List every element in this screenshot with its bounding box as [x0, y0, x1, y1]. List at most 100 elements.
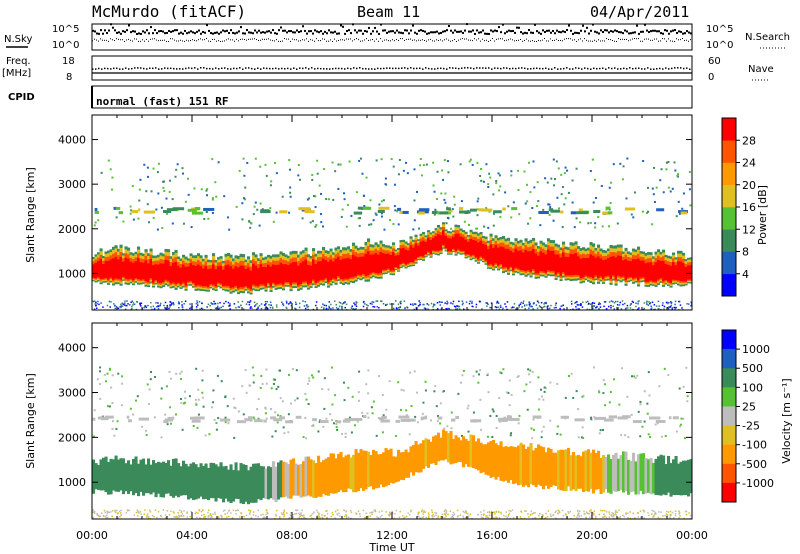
- power-band-mark: [114, 256, 118, 279]
- scatter-mark: [641, 425, 644, 428]
- power-band-mark: [599, 258, 603, 277]
- nsky-mark: [374, 26, 376, 29]
- power-band-mark: [149, 258, 153, 279]
- clutter-mark: [555, 510, 557, 512]
- nsearch-mark: [390, 40, 391, 42]
- clutter-mark: [290, 516, 292, 519]
- scatter-mark: [215, 421, 218, 424]
- clutter-mark: [442, 516, 444, 518]
- clutter-mark: [276, 509, 278, 512]
- freq-mark: [638, 67, 640, 69]
- nsearch-mark: [270, 39, 271, 41]
- streak-mark: [576, 211, 589, 215]
- scatter-mark: [153, 416, 156, 419]
- clutter-mark: [173, 512, 175, 514]
- clutter-mark: [298, 302, 301, 305]
- clutter-mark: [263, 516, 265, 518]
- clutter-mark: [477, 513, 479, 516]
- scatter-mark: [651, 223, 654, 226]
- scatter-mark: [96, 378, 99, 381]
- velocity-band-mark: [607, 454, 611, 493]
- freq-mark: [290, 68, 292, 70]
- nsky-mark: [136, 32, 138, 35]
- y-tick-label: 3000: [58, 387, 86, 400]
- clutter-mark: [325, 510, 327, 512]
- clutter-mark: [555, 302, 557, 305]
- power-band-mark: [537, 255, 541, 274]
- freq-mark: [662, 68, 664, 70]
- velocity-band-mark: [232, 470, 236, 502]
- scatter-mark: [211, 406, 214, 409]
- clutter-mark: [432, 306, 434, 308]
- streak-mark: [511, 207, 518, 211]
- nsky-mark: [544, 30, 546, 33]
- power-band-mark: [257, 268, 261, 287]
- nsky-mark: [582, 24, 584, 27]
- clutter-mark: [369, 515, 372, 517]
- clutter-mark: [520, 301, 522, 304]
- clutter-mark: [181, 515, 183, 518]
- scatter-mark: [233, 406, 236, 409]
- velocity-band-mark: [659, 454, 663, 496]
- clutter-mark: [495, 516, 497, 518]
- freq-mark: [419, 67, 421, 70]
- scatter-mark: [202, 405, 205, 408]
- scatter-mark: [169, 179, 172, 182]
- nsky-mark: [242, 32, 244, 35]
- scatter-mark: [131, 185, 134, 188]
- nsky-mark: [216, 31, 218, 34]
- scatter-mark: [436, 420, 439, 423]
- nsearch-mark: [404, 39, 405, 41]
- scatter-mark: [627, 436, 630, 439]
- clutter-mark: [249, 307, 252, 309]
- streak-mark: [380, 419, 390, 423]
- nsearch-mark: [234, 40, 235, 42]
- nsearch-mark: [254, 38, 255, 40]
- velocity-band-mark: [387, 449, 391, 486]
- clutter-mark: [298, 517, 300, 519]
- clutter-mark: [201, 509, 204, 512]
- clutter-mark: [373, 509, 375, 512]
- scatter-mark: [288, 211, 291, 214]
- power-band-mark: [277, 264, 281, 284]
- clutter-mark: [488, 511, 491, 513]
- x-tick-label: 04:00: [176, 529, 208, 542]
- scatter-mark: [544, 387, 547, 390]
- scatter-mark: [476, 161, 479, 164]
- scatter-mark: [440, 192, 443, 195]
- freq-mark: [581, 68, 583, 70]
- scatter-mark: [375, 159, 378, 162]
- scatter-mark: [121, 375, 124, 378]
- scatter-mark: [357, 399, 360, 402]
- clutter-mark: [629, 307, 632, 309]
- streak-mark: [398, 415, 410, 419]
- clutter-mark: [651, 301, 654, 304]
- power-band-mark: [237, 267, 241, 289]
- clutter-mark: [352, 308, 355, 310]
- clutter-mark: [387, 514, 390, 516]
- clutter-mark: [210, 302, 212, 304]
- clutter-mark: [534, 511, 536, 514]
- nsearch-mark: [598, 39, 599, 41]
- colorbar-swatch: [722, 140, 736, 163]
- scatter-mark: [679, 423, 682, 426]
- streak-mark: [279, 210, 288, 214]
- nsky-mark: [580, 29, 582, 32]
- streak-mark: [570, 211, 577, 215]
- clutter-mark: [452, 511, 455, 514]
- streak-mark: [624, 207, 636, 211]
- clutter-mark: [437, 515, 439, 518]
- streak-mark: [378, 206, 390, 210]
- freq-mark: [536, 67, 538, 69]
- scatter-mark: [320, 221, 323, 224]
- clutter-mark: [456, 509, 459, 512]
- scatter-mark: [552, 184, 555, 187]
- velocity-heatmap-data: [92, 366, 692, 519]
- velocity-band-mark: [242, 464, 246, 505]
- freq-mark: [512, 67, 514, 70]
- clutter-mark: [534, 516, 536, 519]
- scatter-mark: [409, 371, 412, 374]
- clutter-mark: [435, 512, 438, 514]
- scatter-mark: [418, 227, 421, 230]
- nsearch-label: N.Search: [745, 32, 790, 43]
